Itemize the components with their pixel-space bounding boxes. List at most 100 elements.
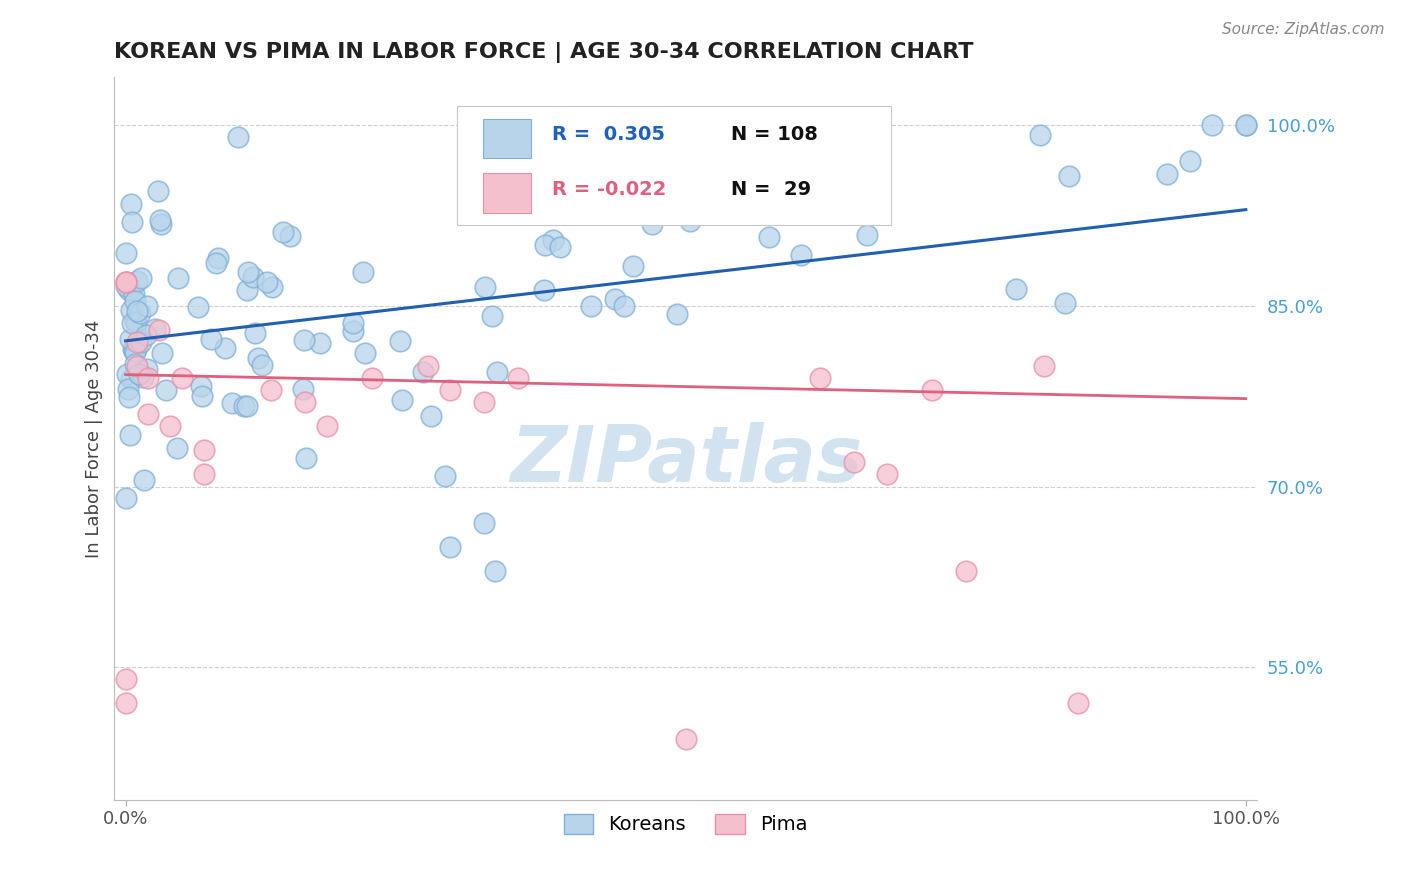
- Point: [114, 275, 136, 289]
- Point: [150, 346, 173, 360]
- Point: [316, 419, 339, 434]
- Point: [246, 351, 269, 366]
- Point: [1178, 154, 1201, 169]
- Point: [361, 371, 384, 385]
- Point: [122, 287, 145, 301]
- Point: [190, 379, 212, 393]
- Point: [1201, 119, 1223, 133]
- Point: [420, 409, 443, 424]
- Point: [124, 343, 146, 357]
- Point: [200, 332, 222, 346]
- Point: [115, 367, 138, 381]
- Point: [124, 358, 146, 372]
- Point: [388, 334, 411, 348]
- Point: [114, 696, 136, 710]
- Point: [472, 395, 495, 409]
- Legend: Koreans, Pima: Koreans, Pima: [554, 804, 817, 844]
- Point: [155, 383, 177, 397]
- Point: [143, 322, 166, 336]
- Point: [167, 270, 190, 285]
- Point: [125, 274, 148, 288]
- Point: [128, 368, 150, 382]
- Text: KOREAN VS PIMA IN LABOR FORCE | AGE 30-34 CORRELATION CHART: KOREAN VS PIMA IN LABOR FORCE | AGE 30-3…: [114, 42, 974, 62]
- Point: [579, 299, 602, 313]
- Point: [136, 371, 159, 385]
- Point: [135, 327, 157, 342]
- Point: [516, 194, 538, 209]
- Point: [125, 340, 148, 354]
- Point: [273, 225, 295, 239]
- Point: [484, 564, 506, 578]
- Point: [129, 306, 152, 320]
- Point: [226, 130, 249, 145]
- Text: R = -0.022: R = -0.022: [553, 179, 666, 199]
- Point: [252, 358, 274, 372]
- Point: [613, 300, 636, 314]
- Point: [1234, 119, 1257, 133]
- Point: [758, 230, 780, 244]
- Point: [1067, 696, 1090, 710]
- Point: [294, 451, 316, 466]
- Point: [260, 279, 283, 293]
- Point: [391, 393, 413, 408]
- Point: [114, 275, 136, 289]
- Point: [702, 202, 724, 217]
- Point: [170, 371, 193, 385]
- Point: [122, 343, 145, 358]
- Point: [955, 564, 977, 578]
- Point: [204, 256, 226, 270]
- Point: [146, 184, 169, 198]
- Point: [187, 301, 209, 315]
- Point: [135, 362, 157, 376]
- Point: [242, 270, 264, 285]
- Point: [118, 428, 141, 442]
- Point: [675, 732, 697, 747]
- FancyBboxPatch shape: [484, 173, 531, 212]
- Point: [129, 334, 152, 349]
- Point: [115, 279, 138, 293]
- Point: [127, 303, 149, 318]
- Point: [278, 229, 301, 244]
- Point: [342, 324, 364, 338]
- Point: [193, 467, 215, 482]
- Text: N =  29: N = 29: [731, 179, 811, 199]
- Point: [159, 419, 181, 434]
- Point: [125, 315, 148, 329]
- Point: [665, 307, 688, 321]
- Point: [439, 540, 461, 554]
- Point: [129, 270, 152, 285]
- Point: [245, 326, 267, 340]
- Point: [342, 316, 364, 330]
- Point: [921, 383, 943, 397]
- Point: [472, 516, 495, 530]
- Point: [122, 343, 145, 357]
- Point: [679, 214, 702, 228]
- FancyBboxPatch shape: [457, 106, 891, 226]
- Point: [510, 202, 533, 217]
- Text: Source: ZipAtlas.com: Source: ZipAtlas.com: [1222, 22, 1385, 37]
- Point: [769, 195, 792, 210]
- Point: [118, 332, 141, 346]
- Point: [533, 238, 555, 252]
- Point: [115, 245, 138, 260]
- Point: [114, 672, 136, 686]
- Point: [292, 334, 315, 348]
- Point: [1029, 128, 1052, 143]
- Point: [603, 292, 626, 306]
- Point: [125, 359, 148, 373]
- Point: [641, 217, 664, 231]
- Point: [120, 197, 142, 211]
- Point: [150, 217, 173, 231]
- Point: [120, 303, 142, 318]
- Point: [121, 316, 143, 330]
- Point: [221, 395, 243, 409]
- Point: [1156, 167, 1178, 181]
- Point: [191, 389, 214, 403]
- Point: [621, 259, 644, 273]
- Point: [481, 310, 503, 324]
- Point: [118, 284, 141, 298]
- Point: [416, 359, 439, 373]
- Point: [1057, 169, 1080, 183]
- Point: [124, 293, 146, 308]
- Point: [1234, 119, 1257, 133]
